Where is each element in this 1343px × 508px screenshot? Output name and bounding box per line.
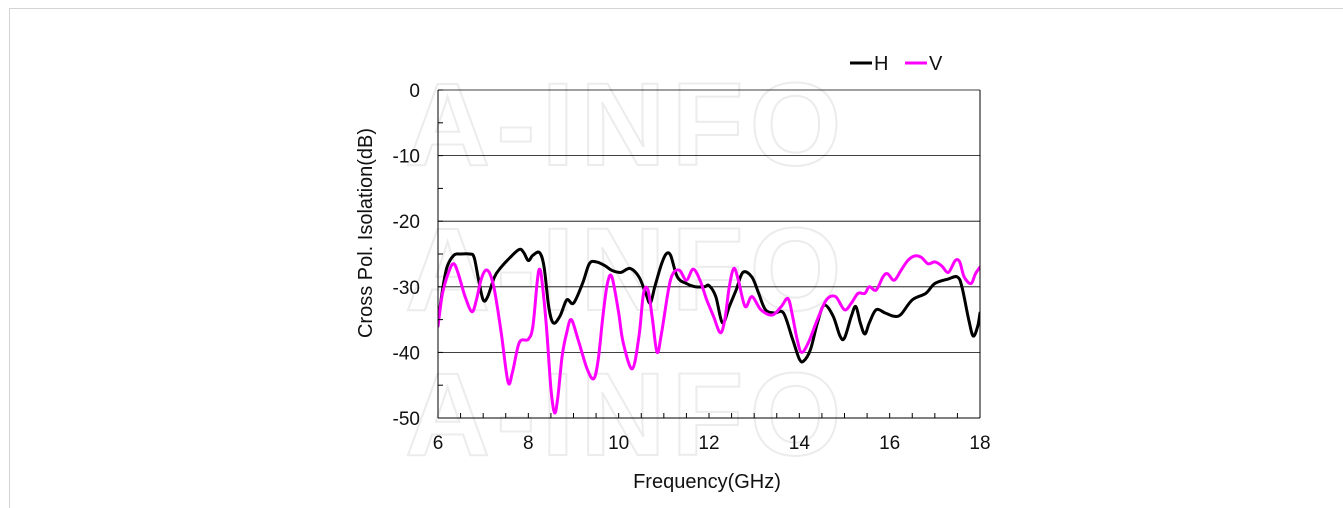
x-tick-label-1: 8 (523, 433, 534, 454)
legend-label-v: V (929, 53, 943, 75)
series-layer (438, 247, 980, 415)
y-tick-label-5: -50 (393, 409, 420, 430)
watermark-text-3: A-INFO (405, 349, 847, 481)
x-tick-label-6: 18 (969, 433, 990, 454)
series-line-v (438, 254, 980, 415)
y-tick-label-0: 0 (409, 81, 420, 102)
x-tick-label-3: 12 (698, 433, 719, 454)
y-tick-label-3: -30 (393, 278, 420, 299)
y-tick-label-2: -20 (393, 212, 420, 233)
series-line-h (438, 247, 980, 364)
figure-frame (9, 8, 1343, 508)
legend-label-h: H (874, 53, 888, 75)
x-tick-label-2: 10 (608, 433, 629, 454)
tick-labels-layer: 6 8 10 12 14 16 18 0 -10 -20 -30 -40 -50 (393, 81, 991, 454)
x-tick-label-4: 14 (789, 433, 811, 454)
axes-layer (437, 89, 981, 419)
x-axis-title: Frequency(GHz) (633, 471, 781, 493)
y-axis-title: Cross Pol. Isolation(dB) (355, 128, 377, 338)
y-tick-label-4: -40 (393, 343, 420, 364)
x-tick-label-5: 16 (879, 433, 900, 454)
x-tick-label-0: 6 (433, 433, 444, 454)
watermark-text-1: A-INFO (405, 59, 847, 191)
y-tick-label-1: -10 (393, 147, 420, 168)
